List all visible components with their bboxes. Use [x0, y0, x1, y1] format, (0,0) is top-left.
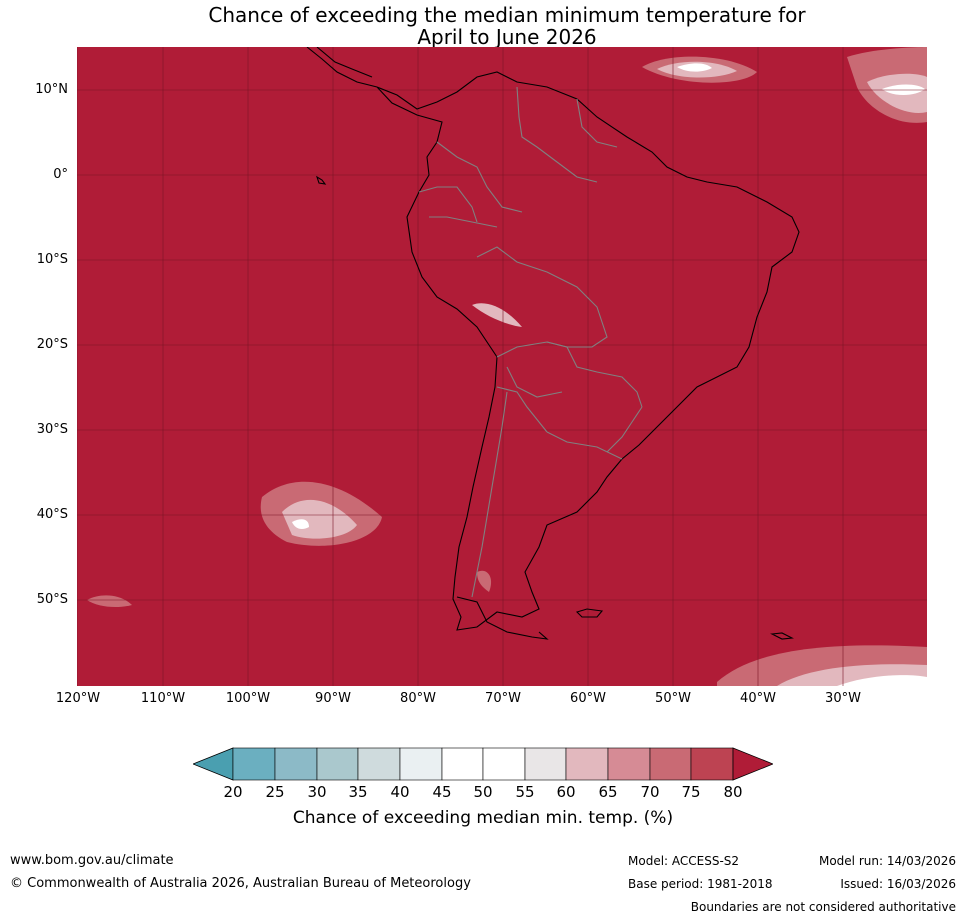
- colorbar-low-arrow: [193, 747, 234, 781]
- colorbar-tick-65: 65: [598, 783, 618, 801]
- coastline-central-america: [306, 47, 378, 88]
- country-borders: [418, 86, 643, 598]
- colorbar-bin-45-50: [441, 747, 484, 781]
- colorbar-bin-65-70: [607, 747, 651, 781]
- lat-label-40s: 40°S: [36, 507, 68, 522]
- colorbar-tick-45: 45: [432, 783, 452, 801]
- colorbar-tick-35: 35: [348, 783, 368, 801]
- colorbar-bin-20-25: [232, 747, 276, 781]
- lat-label-20s: 20°S: [36, 337, 68, 352]
- map-svg: [77, 47, 927, 686]
- copyright-text: © Commonwealth of Australia 2026, Austra…: [10, 876, 471, 891]
- lon-label-30w: 30°W: [825, 691, 861, 706]
- colorbar-label: Chance of exceeding median min. temp. (%…: [292, 808, 674, 828]
- map-title: Chance of exceeding the median minimum t…: [77, 4, 937, 48]
- colorbar-bin-70-75: [649, 747, 692, 781]
- colorbar-bin-35-40: [357, 747, 401, 781]
- base-period-text: Base period: 1981-2018: [628, 877, 773, 891]
- lon-label-110w: 110°W: [140, 691, 186, 706]
- islands: [316, 175, 794, 640]
- lon-label-50w: 50°W: [655, 691, 691, 706]
- colorbar-tick-40: 40: [390, 783, 410, 801]
- probability-patches: [87, 47, 927, 686]
- colorbar: [193, 747, 773, 781]
- colorbar-tick-80: 80: [723, 783, 743, 801]
- colorbar-bin-60-65: [565, 747, 609, 781]
- colorbar-tick-55: 55: [515, 783, 535, 801]
- issued-text: Issued: 16/03/2026: [840, 877, 956, 891]
- colorbar-tick-75: 75: [681, 783, 701, 801]
- lat-label-10s: 10°S: [36, 252, 68, 267]
- disclaimer-text: Boundaries are not considered authoritat…: [690, 900, 956, 914]
- colorbar-bin-50-55: [482, 747, 526, 781]
- colorbar-bin-75-80: [690, 747, 734, 781]
- model-text: Model: ACCESS-S2: [628, 854, 740, 868]
- lon-label-40w: 40°W: [740, 691, 776, 706]
- title-line-2: April to June 2026: [417, 25, 597, 49]
- lat-label-10n: 10°N: [35, 82, 68, 97]
- lat-label-0: 0°: [53, 167, 68, 182]
- model-run-text: Model run: 14/03/2026: [818, 854, 956, 868]
- colorbar-tick-60: 60: [556, 783, 576, 801]
- coastline-south-america: [376, 71, 800, 631]
- colorbar-tick-50: 50: [473, 783, 493, 801]
- title-line-1: Chance of exceeding the median minimum t…: [208, 3, 806, 27]
- lon-label-80w: 80°W: [400, 691, 436, 706]
- colorbar-bin-25-30: [274, 747, 318, 781]
- colorbar-tick-25: 25: [265, 783, 285, 801]
- lon-label-100w: 100°W: [225, 691, 271, 706]
- colorbar-bin-55-60: [524, 747, 567, 781]
- lon-label-120w: 120°W: [55, 691, 101, 706]
- probability-map: [77, 47, 927, 686]
- lon-label-60w: 60°W: [570, 691, 606, 706]
- lon-label-70w: 70°W: [485, 691, 521, 706]
- lon-label-90w: 90°W: [315, 691, 351, 706]
- colorbar-tick-30: 30: [307, 783, 327, 801]
- graticule: [77, 47, 927, 686]
- lat-label-30s: 30°S: [36, 422, 68, 437]
- website-link[interactable]: www.bom.gov.au/climate: [10, 853, 174, 868]
- colorbar-tick-70: 70: [640, 783, 660, 801]
- colorbar-tick-20: 20: [223, 783, 243, 801]
- colorbar-bin-40-45: [399, 747, 443, 781]
- colorbar-high-arrow: [732, 747, 773, 781]
- colorbar-bin-30-35: [316, 747, 359, 781]
- lat-label-50s: 50°S: [36, 592, 68, 607]
